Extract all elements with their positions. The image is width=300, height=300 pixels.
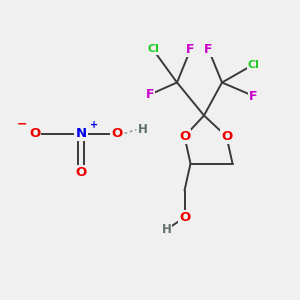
Text: F: F [204,43,213,56]
Text: H: H [138,123,147,136]
Text: O: O [179,130,190,143]
Text: Cl: Cl [147,44,159,55]
Text: F: F [146,88,154,101]
Text: +: + [89,120,98,130]
Text: N: N [75,127,87,140]
Text: Cl: Cl [248,59,260,70]
Text: O: O [179,211,190,224]
Text: −: − [17,118,27,131]
Text: O: O [29,127,40,140]
Text: O: O [75,166,87,179]
Text: F: F [186,43,195,56]
Text: F: F [249,89,258,103]
Text: H: H [162,223,171,236]
Text: O: O [221,130,232,143]
Text: O: O [111,127,123,140]
